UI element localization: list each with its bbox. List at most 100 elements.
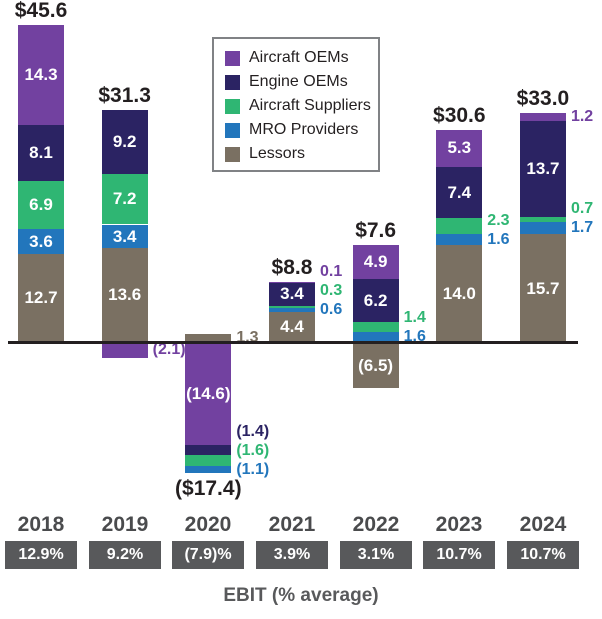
bar-segment [185,444,232,455]
ebit-badge: 10.7% [507,541,579,569]
bar-segment [18,229,64,255]
bar-segment [18,181,64,230]
year-label: 2023 [435,513,483,536]
x-axis-line [8,341,578,344]
ebit-badge: 12.9% [5,541,77,569]
legend-item-aircraft-suppliers: Aircraft Suppliers [225,94,378,118]
legend-label: Lessors [249,145,306,162]
segment-value-label-outside: (1.1) [236,460,270,478]
year-label: 2018 [17,513,65,536]
bar-segment [101,110,148,175]
bar-segment [185,333,232,343]
segment-value-label-outside: (1.4) [236,422,270,440]
bar-total-label: $33.0 [516,86,570,110]
bar-segment [18,254,64,343]
bar-segment [101,343,148,358]
bar-segment [519,233,566,343]
x-axis-title: EBIT (% average) [223,585,379,606]
segment-value-label: 3.6 [29,232,53,252]
legend-item-engine-oems: Engine OEMs [225,70,378,94]
mro-providers-swatch-icon [225,122,240,138]
year-column-2020: 2020 (7.9)% [170,514,246,569]
bar-segment [185,454,232,466]
bar-segment [352,331,399,343]
segment-value-label: 7.2 [112,189,137,209]
bar-total-label: $7.6 [355,218,397,242]
bar-total-label: $31.3 [98,84,151,108]
segment-value-label: 6.9 [29,195,53,215]
bar-segment [18,124,64,182]
segment-value-label: 5.3 [447,137,472,157]
segment-value-label-outside: 0.6 [319,301,343,319]
segment-value-label: (6.5) [358,356,394,375]
legend-label: Aircraft OEMs [249,49,349,66]
bar-segment [519,121,566,217]
lessors-swatch-icon [225,146,240,162]
bar-total-label: $30.6 [433,103,486,127]
segment-value-label-outside: 1.7 [570,218,594,236]
segment-value-label: 3.4 [280,284,304,304]
bar-segment [101,224,148,249]
bar-segment [436,245,483,343]
bar-segment [352,343,399,389]
bar-total-label: $45.6 [14,0,68,23]
ebit-badge: 3.9% [256,541,328,569]
bar-segment [101,248,148,343]
bar-segment [519,216,566,222]
segment-value-label: 9.2 [112,132,137,152]
year-column-2022: 2022 3.1% [338,514,414,569]
segment-value-label-outside: (2.1) [152,341,186,359]
segment-value-label: 8.1 [29,142,53,162]
segment-value-label-outside: 1.4 [403,309,426,327]
legend-label: Engine OEMs [249,73,348,90]
year-label: 2024 [519,513,567,536]
chart-legend: Aircraft OEMs Engine OEMs Aircraft Suppl… [212,37,380,172]
bar-segment [268,281,315,283]
segment-value-label: 14.0 [442,284,476,304]
bar-segment [185,465,232,474]
year-column-2024: 2024 10.7% [505,514,581,569]
segment-value-label: 15.7 [526,278,560,298]
ebit-badge: 10.7% [423,541,495,569]
segment-value-label: (14.6) [186,384,231,403]
legend-item-mro-providers: MRO Providers [225,118,378,142]
segment-value-label: 13.7 [526,159,560,179]
bar-segment [268,306,315,309]
year-label: 2022 [352,513,400,536]
bar-segment [352,278,399,323]
legend-label: Aircraft Suppliers [249,97,371,114]
aircraft-oems-swatch-icon [225,50,240,66]
segment-value-label-outside: 1.3 [236,329,259,347]
bar-segment [268,308,315,313]
segment-value-label-outside: 0.1 [319,263,343,281]
segment-value-label-outside: 1.6 [487,230,510,248]
legend-label: MRO Providers [249,121,359,138]
bar-segment [436,234,483,246]
year-column-2023: 2023 10.7% [421,514,497,569]
segment-value-label-outside: 0.7 [570,199,594,217]
bar-segment [436,129,483,167]
bar-segment [185,343,232,445]
segment-value-label: 14.3 [24,65,58,85]
bar-segment [101,174,148,225]
segment-value-label-outside: 1.2 [570,108,594,126]
year-column-2019: 2019 9.2% [87,514,163,569]
legend-item-lessors: Lessors [225,142,378,166]
year-column-2018: 2018 12.9% [3,514,79,569]
bar-segment [352,244,399,279]
segment-value-label-outside: (1.6) [236,441,270,459]
year-label: 2019 [101,513,149,536]
bar-segment [436,166,483,219]
x-axis-year-row: 2018 12.9% 2019 9.2% 2020 (7.9)% 2021 3.… [0,514,602,574]
ebit-badge: (7.9)% [172,541,244,569]
bar-total-label: ($17.4) [175,477,242,501]
year-label: 2020 [184,513,232,536]
year-label: 2021 [268,513,316,536]
bar-segment [268,282,315,307]
ebit-badge: 3.1% [340,541,412,569]
segment-value-label: 3.4 [112,226,137,246]
segment-value-label: 7.4 [447,182,472,202]
engine-oems-swatch-icon [225,74,240,90]
segment-value-label: 4.4 [280,317,304,337]
